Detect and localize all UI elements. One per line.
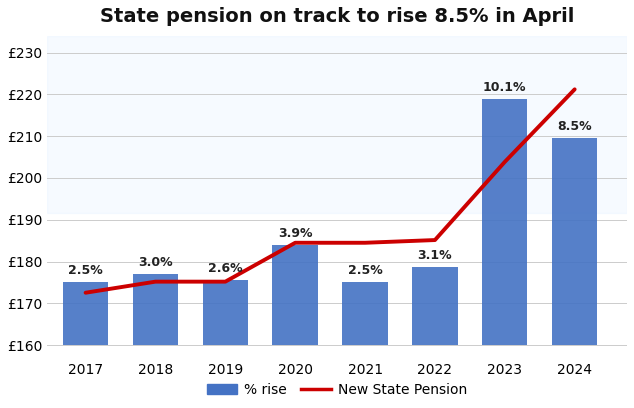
Bar: [47, 36, 627, 213]
Text: 2.6%: 2.6%: [208, 262, 243, 275]
Bar: [133, 274, 178, 345]
Bar: [63, 282, 108, 345]
Title: State pension on track to rise 8.5% in April: State pension on track to rise 8.5% in A…: [100, 7, 574, 26]
Bar: [412, 267, 458, 345]
Text: 2.5%: 2.5%: [68, 264, 103, 277]
Bar: [203, 280, 248, 345]
Text: 2.5%: 2.5%: [347, 264, 382, 277]
Bar: [552, 138, 597, 345]
Bar: [273, 245, 318, 345]
Text: 3.1%: 3.1%: [418, 249, 452, 262]
Bar: [342, 282, 388, 345]
Text: 3.0%: 3.0%: [138, 256, 173, 269]
Text: 8.5%: 8.5%: [557, 120, 592, 133]
Text: 3.9%: 3.9%: [278, 227, 313, 240]
Legend: % rise, New State Pension: % rise, New State Pension: [201, 377, 473, 402]
Text: 10.1%: 10.1%: [483, 80, 527, 93]
Bar: [482, 99, 527, 345]
